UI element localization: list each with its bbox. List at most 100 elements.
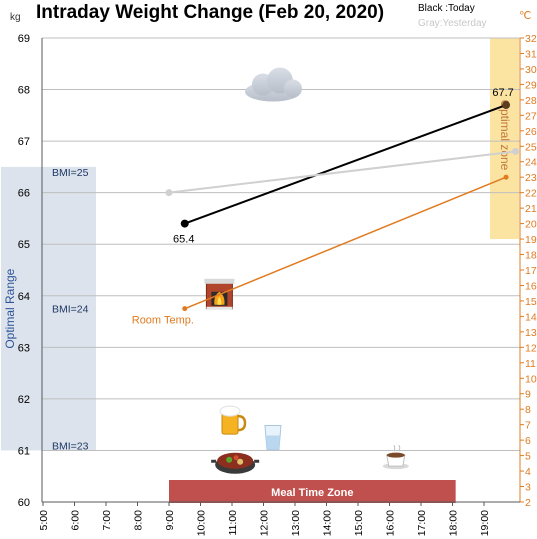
bmi-label: BMI=24 — [52, 304, 89, 316]
y2-tick-label: 23 — [525, 172, 537, 184]
y-tick-label: 62 — [18, 394, 30, 406]
y2-tick-label: 21 — [525, 203, 537, 215]
room-temp-label: Room Temp. — [132, 315, 194, 327]
data-label-end: 67.7 — [492, 87, 513, 99]
x-tick-label: 7:00 — [101, 510, 113, 531]
x-axis-ticks: 5:00 6:00 7:00 8:00 9:00 10:00 11:00 12:00 13:00… — [38, 502, 491, 536]
gridlines — [42, 37, 520, 503]
x-tick-label: 9:00 — [164, 510, 176, 531]
veg — [237, 458, 244, 465]
x-tick-label: 11:00 — [227, 510, 239, 536]
series-point — [502, 101, 511, 110]
x-tick-label: 6:00 — [70, 510, 82, 531]
x-tick-label: 15:00 — [353, 510, 365, 536]
handle — [254, 459, 260, 463]
y-tick-label: 68 — [18, 85, 30, 97]
fireplace-mantel — [204, 278, 235, 284]
y2-tick-label: 4 — [525, 466, 531, 478]
x-tick-label: 10:00 — [196, 510, 208, 536]
x-tick-label: 16:00 — [385, 510, 397, 536]
x-tick-label: 14:00 — [322, 510, 334, 536]
y2-tick-label: 18 — [525, 250, 537, 262]
handle — [211, 459, 217, 463]
beer-icon — [219, 405, 247, 435]
y2-tick-label: 32 — [525, 33, 537, 45]
water-glass-icon — [264, 425, 282, 451]
series-point — [180, 219, 189, 228]
x-tick-label: 18:00 — [448, 510, 460, 536]
y2-axis-ticks: 2345678910111213141516171819202122232425… — [520, 33, 537, 509]
y-tick-label: 65 — [18, 239, 30, 251]
y2-tick-label: 7 — [525, 420, 531, 432]
y2-tick-label: 16 — [525, 280, 537, 292]
y2-tick-label: 14 — [525, 311, 537, 323]
y2-tick-label: 15 — [525, 296, 537, 308]
water — [265, 435, 280, 450]
meal-time-zone-bar — [169, 480, 456, 503]
meal-time-zone-label: Meal Time Zone — [271, 487, 353, 499]
meat — [233, 455, 239, 461]
steam — [393, 444, 401, 452]
series-point — [503, 174, 509, 180]
beer-foam — [219, 405, 241, 417]
y2-tick-label: 5 — [525, 451, 531, 463]
y-axis-unit: kg — [10, 12, 21, 23]
y-axis-ticks: 60 61 62 63 64 65 66 67 68 69 — [18, 33, 30, 509]
y-tick-label: 63 — [18, 342, 30, 354]
y2-tick-label: 9 — [525, 389, 531, 401]
legend-today: Black :Today — [418, 3, 475, 14]
series-point — [512, 147, 519, 155]
x-tick-label: 8:00 — [133, 510, 145, 531]
optimal-range-label: Optimal Range — [3, 268, 17, 348]
y-tick-label: 67 — [18, 136, 30, 148]
series-line-1 — [168, 150, 516, 194]
y2-tick-label: 8 — [525, 404, 531, 416]
y-tick-label: 69 — [18, 33, 30, 45]
y2-tick-label: 13 — [525, 327, 537, 339]
veg — [226, 456, 233, 463]
optimal-zone-region — [490, 38, 519, 240]
series — [165, 101, 519, 312]
icons — [204, 67, 409, 474]
y2-tick-label: 12 — [525, 342, 537, 354]
flame-core — [217, 296, 222, 305]
y2-tick-label: 28 — [525, 95, 537, 107]
x-tick-label: 17:00 — [416, 510, 428, 536]
cloud-part — [283, 79, 302, 98]
series-point — [165, 189, 173, 197]
y2-tick-label: 2 — [525, 497, 531, 509]
optimal-zone-label: Optimal zone — [498, 100, 512, 171]
y-tick-label: 64 — [18, 291, 30, 303]
cloud-icon — [244, 67, 302, 102]
y2-tick-label: 20 — [525, 219, 537, 231]
series-point — [182, 306, 188, 312]
optimal-range-region — [1, 166, 96, 451]
bmi-labels: BMI=25 BMI=24 BMI=23 — [52, 167, 89, 452]
y-tick-label: 60 — [18, 497, 30, 509]
chart-title: Intraday Weight Change (Feb 20, 2020) — [36, 2, 384, 23]
y2-tick-label: 22 — [525, 188, 537, 200]
data-label-start: 65.4 — [173, 234, 194, 246]
y2-axis-unit: ℃ — [519, 10, 531, 22]
beer-handle — [237, 414, 247, 432]
y2-tick-label: 24 — [525, 157, 537, 169]
y2-tick-label: 6 — [525, 435, 531, 447]
y2-tick-label: 26 — [525, 126, 537, 138]
y2-tick-label: 11 — [525, 358, 536, 370]
legend-yesterday: Gray:Yesterday — [418, 18, 487, 29]
y-tick-label: 61 — [18, 445, 30, 457]
fireplace-base — [206, 306, 233, 310]
x-tick-label: 12:00 — [259, 510, 271, 536]
y2-tick-label: 19 — [525, 234, 537, 246]
y2-tick-label: 31 — [525, 48, 537, 60]
pot-stew — [217, 452, 254, 469]
y2-tick-label: 29 — [525, 79, 537, 91]
y2-tick-label: 10 — [525, 373, 537, 385]
y2-tick-label: 30 — [525, 64, 537, 76]
coffee-cup-icon — [382, 444, 409, 470]
bmi-label: BMI=25 — [52, 167, 89, 179]
y2-tick-label: 3 — [525, 482, 531, 494]
x-tick-label: 5:00 — [38, 510, 50, 531]
coffee — [386, 452, 405, 458]
y-tick-label: 66 — [18, 188, 30, 200]
